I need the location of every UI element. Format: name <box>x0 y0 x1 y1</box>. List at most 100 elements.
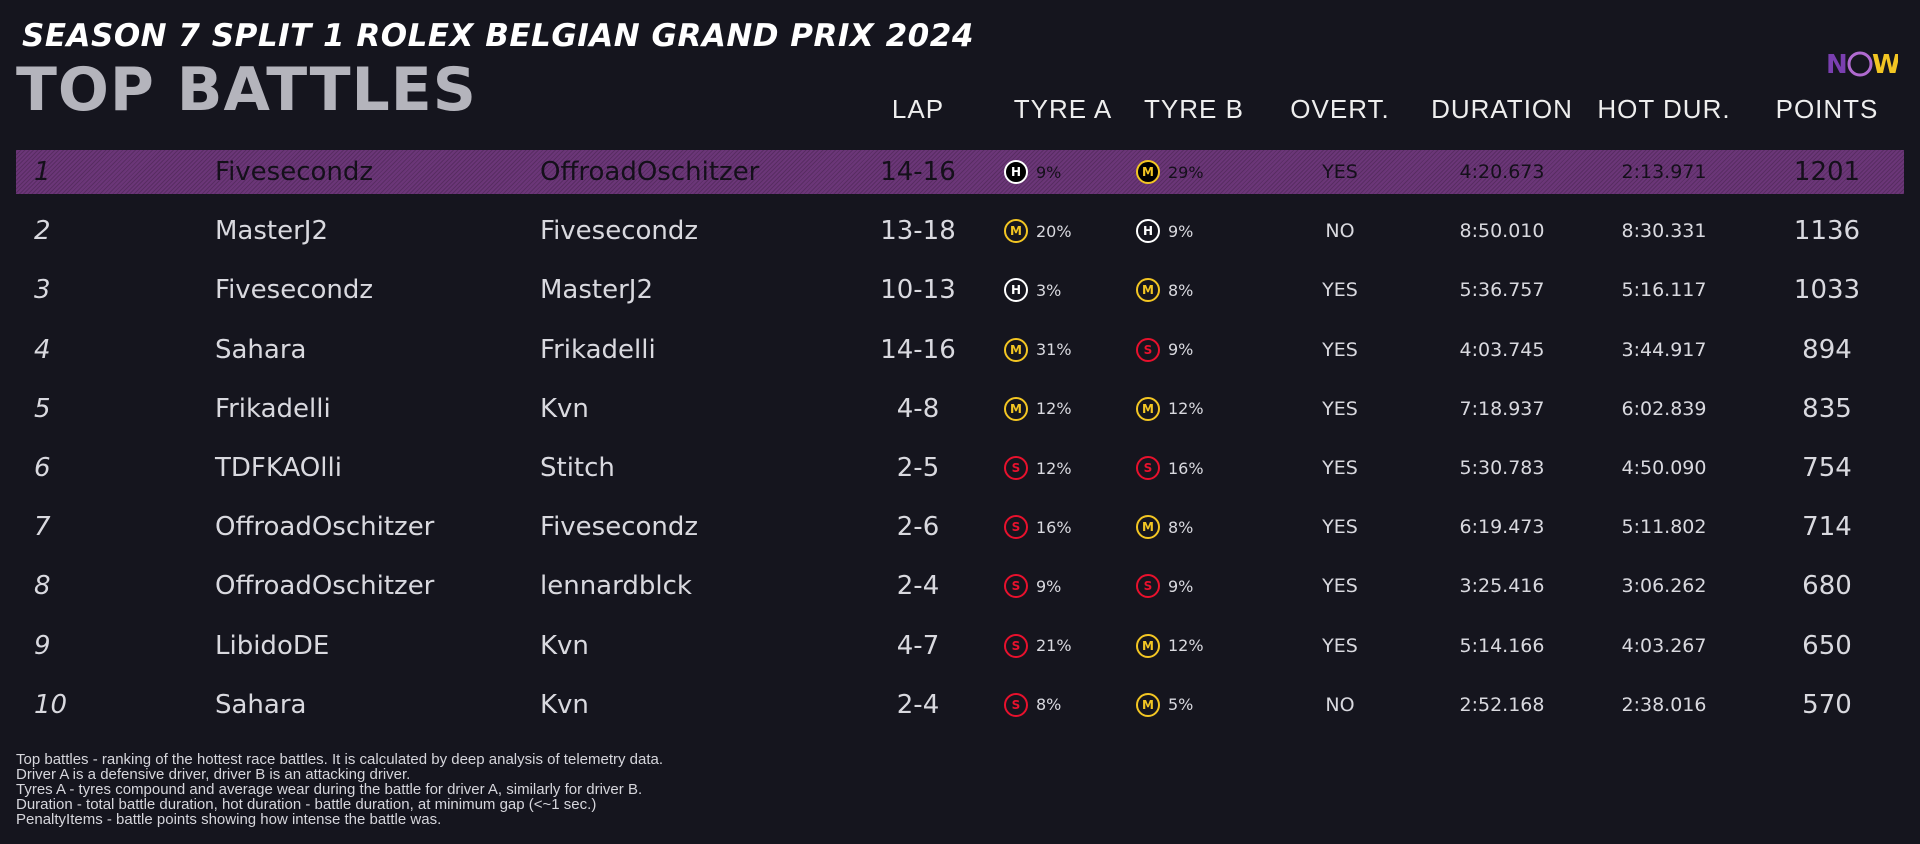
tyre-wear: 12% <box>1168 399 1204 419</box>
column-header-hot-duration: HOT DUR. <box>1597 94 1731 124</box>
hard-tyre-icon: H <box>1004 278 1028 303</box>
lap-range: 4-7 <box>896 630 940 661</box>
table-row: 4 Sahara Frikadelli 14-16 M 31% S 9% YES 4:03.745… <box>16 328 1904 372</box>
overtake-status: YES <box>1322 338 1358 361</box>
driver-b: lennardblck <box>540 571 692 602</box>
soft-tyre-icon: S <box>1004 515 1028 540</box>
tyre-wear: 21% <box>1036 636 1072 656</box>
battle-points: 1136 <box>1793 216 1861 247</box>
overtake-status: NO <box>1325 220 1355 243</box>
tyre-b: S 9% <box>1136 574 1193 599</box>
medium-tyre-icon: M <box>1004 219 1028 244</box>
tyre-b: M 29% <box>1136 160 1204 184</box>
driver-b: Fivesecondz <box>540 216 699 247</box>
driver-a: LibidoDE <box>215 630 330 661</box>
driver-a: Frikadelli <box>215 393 331 424</box>
position: 9 <box>34 630 51 661</box>
table-row: 10 Sahara Kvn 2-4 S 8% M 5% NO 2:52.168 2:38.016 57… <box>16 683 1904 727</box>
table-row: 7 OffroadOschitzer Fivesecondz 2-6 S 16% M 8% YE… <box>16 505 1904 549</box>
tyre-b: S 9% <box>1136 337 1194 362</box>
driver-b: OffroadOschitzer <box>540 157 760 187</box>
position: 4 <box>34 334 51 365</box>
tyre-a: M 31% <box>1004 337 1072 362</box>
footer-notes: Top battles - ranking of the hottest rac… <box>16 752 663 827</box>
tyre-a: M 20% <box>1004 219 1072 244</box>
column-header-duration: DURATION <box>1431 94 1573 124</box>
lap-range: 2-5 <box>896 453 940 483</box>
tyre-a: S 8% <box>1004 692 1062 717</box>
driver-b: Stitch <box>540 453 615 483</box>
hot-duration: 8:30.331 <box>1621 220 1707 243</box>
hot-duration: 5:11.802 <box>1621 516 1707 539</box>
battle-points: 650 <box>1802 630 1852 661</box>
hot-duration: 5:16.117 <box>1621 279 1707 302</box>
battle-duration: 7:18.937 <box>1459 397 1545 420</box>
soft-tyre-icon: S <box>1136 574 1160 599</box>
tyre-wear: 8% <box>1168 280 1194 300</box>
driver-b: Frikadelli <box>540 334 656 365</box>
driver-a: Fivesecondz <box>215 157 374 187</box>
footer-line: Top battles - ranking of the hottest rac… <box>16 751 664 768</box>
hot-duration: 4:50.090 <box>1621 457 1707 479</box>
driver-b: Kvn <box>540 689 589 720</box>
soft-tyre-icon: S <box>1136 456 1160 480</box>
lap-range: 4-8 <box>896 393 940 424</box>
tyre-a: S 21% <box>1004 633 1072 658</box>
hard-tyre-icon: H <box>1136 219 1160 244</box>
medium-tyre-icon: M <box>1136 396 1160 421</box>
hot-duration: 6:02.839 <box>1621 397 1707 420</box>
hot-duration: 4:03.267 <box>1621 634 1707 657</box>
driver-a: Sahara <box>215 689 307 720</box>
lap-range: 14-16 <box>880 334 956 365</box>
tyre-wear: 20% <box>1036 221 1072 241</box>
hot-duration: 2:13.971 <box>1621 161 1707 183</box>
medium-tyre-icon: M <box>1004 396 1028 421</box>
battle-points: 754 <box>1802 453 1852 483</box>
footer-line: Tyres A - tyres compound and average wea… <box>16 781 643 798</box>
medium-tyre-icon: M <box>1136 633 1160 658</box>
driver-a: TDFKAOlli <box>215 453 342 483</box>
tyre-wear: 8% <box>1036 695 1062 715</box>
tyre-a: H 3% <box>1004 278 1061 303</box>
overtake-status: YES <box>1322 516 1358 539</box>
driver-b: Fivesecondz <box>540 512 699 543</box>
battle-duration: 4:03.745 <box>1459 338 1545 361</box>
tyre-b: M 12% <box>1136 633 1204 658</box>
battle-points: 1033 <box>1793 275 1861 306</box>
medium-tyre-icon: M <box>1136 515 1160 540</box>
driver-a: Sahara <box>215 334 307 365</box>
medium-tyre-icon: M <box>1004 337 1028 362</box>
position: 7 <box>34 512 51 543</box>
tyre-b: M 5% <box>1136 692 1194 717</box>
footer-line: Driver A is a defensive driver, driver B… <box>16 766 411 783</box>
driver-a: Fivesecondz <box>215 275 374 306</box>
tyre-wear: 9% <box>1168 221 1194 241</box>
battle-points: 894 <box>1802 334 1852 365</box>
hard-tyre-icon: H <box>1004 160 1028 184</box>
tyre-wear: 12% <box>1036 399 1072 419</box>
overtake-status: YES <box>1322 457 1358 479</box>
position: 3 <box>34 275 51 306</box>
medium-tyre-icon: M <box>1136 160 1160 184</box>
soft-tyre-icon: S <box>1004 574 1028 599</box>
column-header-overtake: OVERT. <box>1290 94 1390 124</box>
tyre-wear: 9% <box>1168 340 1194 360</box>
position: 5 <box>34 393 51 424</box>
tyre-b: M 8% <box>1136 278 1194 303</box>
table-row: 2 MasterJ2 Fivesecondz 13-18 M 20% H 9% NO 8:50.0… <box>16 209 1904 253</box>
tyre-wear: 12% <box>1036 458 1072 478</box>
tyre-b: M 8% <box>1136 515 1193 540</box>
tyre-wear: 9% <box>1036 162 1062 182</box>
driver-b: MasterJ2 <box>540 275 654 306</box>
battle-duration: 8:50.010 <box>1459 220 1545 243</box>
tyre-wear: 29% <box>1168 162 1204 182</box>
tyre-wear: 5% <box>1168 695 1194 715</box>
battle-points: 714 <box>1802 512 1852 543</box>
tyre-wear: 12% <box>1168 636 1204 656</box>
battle-points: 1201 <box>1793 157 1861 187</box>
now-logo: N W <box>1826 50 1898 80</box>
battle-duration: 3:25.416 <box>1459 575 1545 598</box>
table-row: 3 Fivesecondz MasterJ2 10-13 H 3% M 8% YES 5:36.7… <box>16 268 1904 312</box>
position: 8 <box>34 571 51 602</box>
